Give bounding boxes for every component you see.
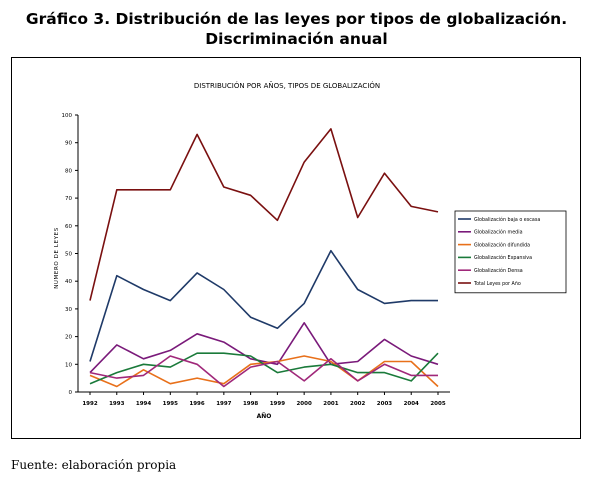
x-tick-label: 1992	[82, 401, 97, 407]
series-line	[89, 355, 438, 388]
chart-heading: Gráfico 3. Distribución de las leyes por…	[0, 9, 593, 49]
chart-frame: DISTRIBUCIÓN POR AÑOS, TIPOS DE GLOBALIZ…	[11, 57, 581, 439]
legend-label: Globalización difundida	[474, 241, 530, 248]
y-tick-label: 70	[65, 196, 72, 202]
legend-label: Globalización Expansiva	[474, 254, 532, 261]
legend: Globalización baja o escasa Globalización…	[454, 210, 567, 294]
series-line	[89, 249, 438, 362]
legend-label: Globalización baja o escasa	[474, 216, 540, 223]
y-tick-label: 10	[65, 362, 72, 368]
y-axis-title: NUMERO DE LEYES	[54, 227, 60, 289]
series-line	[89, 128, 439, 301]
x-tick-label: 1994	[136, 401, 151, 407]
x-tick-label: 1999	[270, 401, 285, 407]
legend-box	[454, 210, 567, 294]
chart-heading-line1: Gráfico 3. Distribución de las leyes por…	[25, 10, 568, 28]
x-tick-label: 2001	[323, 401, 338, 407]
series-line	[89, 321, 439, 374]
legend-label: Globalización media	[474, 229, 523, 236]
source-note: Fuente: elaboración propia	[11, 458, 177, 472]
y-tick-label: 0	[69, 390, 73, 396]
y-tick-label: 80	[65, 168, 72, 174]
series-line	[89, 355, 439, 388]
legend-label: Total Leyes por Año	[473, 281, 521, 287]
y-tick-label: 20	[65, 335, 72, 341]
x-tick-label: 1998	[243, 401, 258, 407]
x-tick-label: 2000	[296, 401, 311, 407]
y-tick-label: 50	[65, 252, 72, 258]
x-tick-label: 2002	[350, 401, 365, 407]
y-tick-label: 30	[65, 307, 72, 313]
x-tick-label: 2003	[377, 401, 392, 407]
x-tick-label: 1993	[109, 401, 124, 407]
x-tick-label: 1997	[216, 401, 231, 407]
y-tick-label: 60	[65, 224, 72, 230]
x-axis-title: AÑO	[257, 413, 272, 420]
legend-label: Globalización Densa	[474, 267, 523, 274]
line-chart: DISTRIBUCIÓN POR AÑOS, TIPOS DE GLOBALIZ…	[54, 81, 567, 420]
series-layer	[89, 128, 439, 388]
axes: 0 10 20 30 40 50 60 70 80 90 100 1992 1993 1994 1995 19…	[62, 113, 450, 407]
x-tick-label: 2005	[430, 401, 445, 407]
y-tick-label: 100	[62, 113, 73, 119]
y-tick-label: 40	[65, 279, 72, 285]
x-tick-label: 2004	[404, 401, 419, 407]
x-tick-label: 1996	[189, 401, 204, 407]
chart-heading-line2: Discriminación anual	[205, 30, 388, 48]
x-tick-label: 1995	[163, 401, 178, 407]
y-tick-label: 90	[65, 141, 72, 147]
chart-title: DISTRIBUCIÓN POR AÑOS, TIPOS DE GLOBALIZ…	[194, 81, 380, 90]
